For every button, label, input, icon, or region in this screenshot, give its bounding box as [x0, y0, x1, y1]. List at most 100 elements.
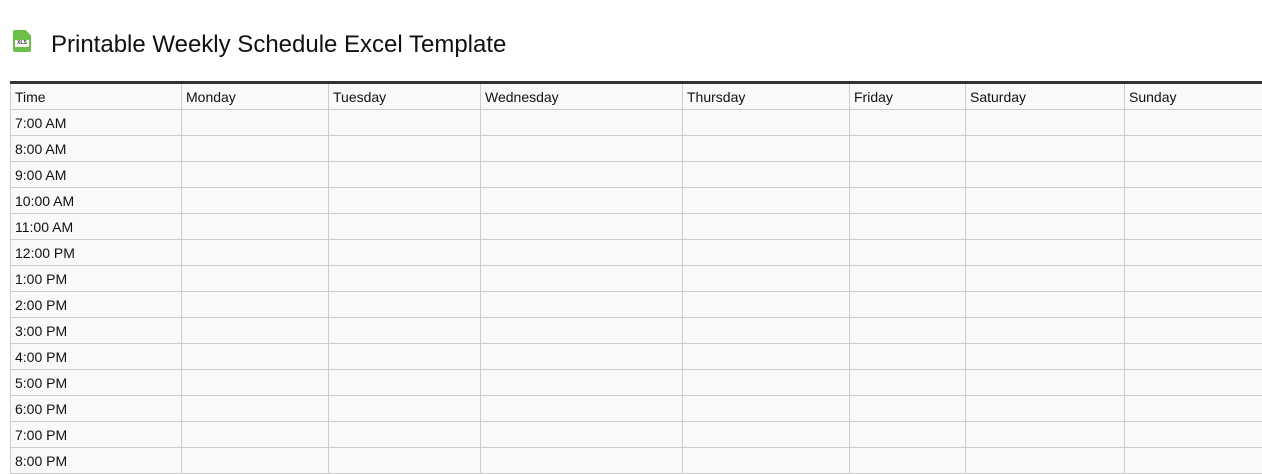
schedule-cell[interactable] — [849, 213, 966, 240]
schedule-cell[interactable] — [1124, 421, 1262, 448]
schedule-cell[interactable] — [965, 421, 1125, 448]
schedule-cell[interactable] — [1124, 239, 1262, 266]
schedule-cell[interactable] — [682, 395, 850, 422]
schedule-cell[interactable] — [1124, 369, 1262, 396]
schedule-cell[interactable] — [480, 213, 683, 240]
schedule-cell[interactable] — [965, 343, 1125, 370]
schedule-cell[interactable] — [682, 213, 850, 240]
schedule-cell[interactable] — [181, 317, 329, 344]
schedule-cell[interactable] — [1124, 395, 1262, 422]
schedule-cell[interactable] — [849, 239, 966, 266]
schedule-cell[interactable] — [480, 135, 683, 162]
schedule-cell[interactable] — [965, 317, 1125, 344]
schedule-cell[interactable] — [965, 239, 1125, 266]
schedule-cell[interactable] — [682, 421, 850, 448]
schedule-cell[interactable] — [682, 161, 850, 188]
schedule-cell[interactable] — [181, 135, 329, 162]
schedule-cell[interactable] — [1124, 343, 1262, 370]
schedule-cell[interactable] — [1124, 187, 1262, 214]
schedule-cell[interactable] — [965, 187, 1125, 214]
schedule-cell[interactable] — [181, 447, 329, 474]
schedule-cell[interactable] — [682, 369, 850, 396]
schedule-cell[interactable] — [682, 343, 850, 370]
schedule-cell[interactable] — [682, 317, 850, 344]
schedule-cell[interactable] — [965, 369, 1125, 396]
schedule-cell[interactable] — [181, 161, 329, 188]
schedule-cell[interactable] — [849, 109, 966, 136]
schedule-cell[interactable] — [181, 265, 329, 292]
schedule-cell[interactable] — [965, 291, 1125, 318]
schedule-cell[interactable] — [181, 291, 329, 318]
schedule-cell[interactable] — [682, 109, 850, 136]
schedule-cell[interactable] — [328, 317, 481, 344]
schedule-cell[interactable] — [682, 187, 850, 214]
schedule-cell[interactable] — [480, 343, 683, 370]
schedule-cell[interactable] — [328, 291, 481, 318]
schedule-cell[interactable] — [480, 447, 683, 474]
schedule-cell[interactable] — [480, 421, 683, 448]
schedule-cell[interactable] — [849, 187, 966, 214]
schedule-cell[interactable] — [849, 343, 966, 370]
schedule-cell[interactable] — [181, 395, 329, 422]
schedule-cell[interactable] — [328, 213, 481, 240]
schedule-cell[interactable] — [480, 395, 683, 422]
schedule-cell[interactable] — [480, 369, 683, 396]
schedule-cell[interactable] — [328, 161, 481, 188]
schedule-cell[interactable] — [849, 369, 966, 396]
schedule-cell[interactable] — [181, 369, 329, 396]
schedule-cell[interactable] — [328, 109, 481, 136]
schedule-cell[interactable] — [682, 265, 850, 292]
schedule-cell[interactable] — [849, 447, 966, 474]
schedule-cell[interactable] — [480, 291, 683, 318]
schedule-cell[interactable] — [682, 239, 850, 266]
schedule-cell[interactable] — [328, 343, 481, 370]
column-header-tuesday: Tuesday — [328, 82, 481, 110]
schedule-cell[interactable] — [181, 239, 329, 266]
schedule-cell[interactable] — [965, 447, 1125, 474]
schedule-cell[interactable] — [1124, 109, 1262, 136]
schedule-cell[interactable] — [1124, 135, 1262, 162]
schedule-cell[interactable] — [328, 187, 481, 214]
schedule-cell[interactable] — [328, 369, 481, 396]
schedule-cell[interactable] — [181, 187, 329, 214]
schedule-cell[interactable] — [328, 239, 481, 266]
schedule-cell[interactable] — [1124, 161, 1262, 188]
schedule-cell[interactable] — [1124, 317, 1262, 344]
schedule-cell[interactable] — [849, 291, 966, 318]
schedule-cell[interactable] — [181, 109, 329, 136]
schedule-cell[interactable] — [1124, 291, 1262, 318]
page-header: XLS Printable Weekly Schedule Excel Temp… — [13, 30, 506, 59]
schedule-cell[interactable] — [480, 187, 683, 214]
schedule-cell[interactable] — [965, 213, 1125, 240]
schedule-cell[interactable] — [682, 135, 850, 162]
schedule-cell[interactable] — [480, 109, 683, 136]
schedule-cell[interactable] — [328, 421, 481, 448]
schedule-cell[interactable] — [1124, 213, 1262, 240]
schedule-cell[interactable] — [181, 421, 329, 448]
schedule-cell[interactable] — [480, 317, 683, 344]
schedule-cell[interactable] — [965, 265, 1125, 292]
schedule-cell[interactable] — [849, 135, 966, 162]
schedule-cell[interactable] — [1124, 265, 1262, 292]
schedule-cell[interactable] — [849, 421, 966, 448]
schedule-cell[interactable] — [328, 395, 481, 422]
schedule-cell[interactable] — [181, 343, 329, 370]
schedule-cell[interactable] — [965, 161, 1125, 188]
schedule-cell[interactable] — [849, 395, 966, 422]
schedule-cell[interactable] — [682, 291, 850, 318]
schedule-cell[interactable] — [328, 265, 481, 292]
schedule-cell[interactable] — [480, 239, 683, 266]
schedule-cell[interactable] — [965, 395, 1125, 422]
schedule-cell[interactable] — [849, 265, 966, 292]
schedule-cell[interactable] — [965, 109, 1125, 136]
schedule-cell[interactable] — [1124, 447, 1262, 474]
schedule-cell[interactable] — [480, 265, 683, 292]
schedule-cell[interactable] — [682, 447, 850, 474]
schedule-cell[interactable] — [181, 213, 329, 240]
schedule-cell[interactable] — [849, 161, 966, 188]
schedule-cell[interactable] — [480, 161, 683, 188]
schedule-cell[interactable] — [328, 447, 481, 474]
schedule-cell[interactable] — [328, 135, 481, 162]
schedule-cell[interactable] — [965, 135, 1125, 162]
schedule-cell[interactable] — [849, 317, 966, 344]
